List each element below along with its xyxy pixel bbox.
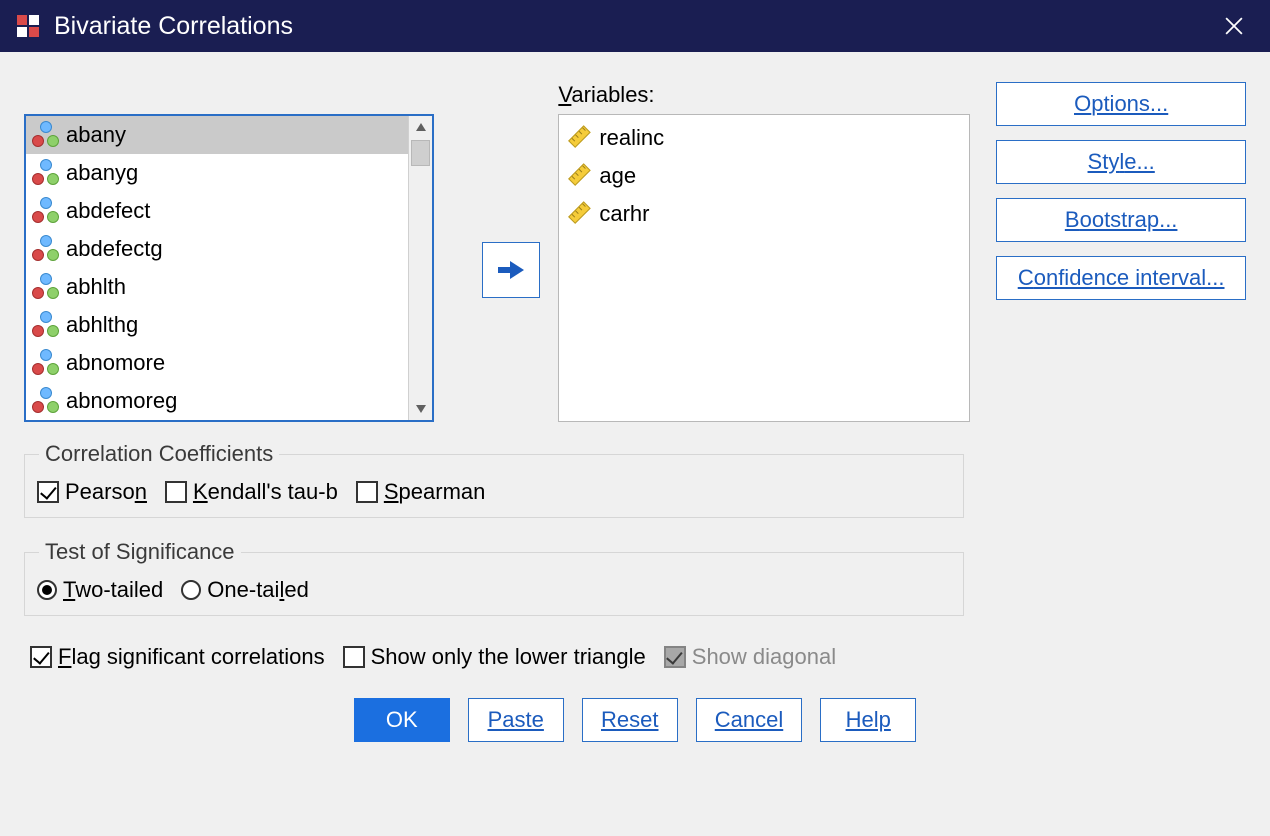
pearson-checkbox[interactable]: Pearson: [37, 479, 147, 505]
dialog-body: abany abanyg abdefect abdefectg abhlth abhlth…: [0, 52, 1270, 836]
target-variable-list[interactable]: realinc age carhr: [558, 114, 970, 422]
list-item-label: carhr: [599, 201, 649, 227]
list-item-label: abnomoreg: [66, 388, 177, 414]
nominal-icon: [32, 273, 60, 301]
checkbox-icon: [343, 646, 365, 668]
checkbox-label: Pearson: [65, 479, 147, 505]
list-item[interactable]: abhlthg: [26, 306, 408, 344]
list-item-label: abnomore: [66, 350, 165, 376]
two-tailed-radio[interactable]: Two-tailed: [37, 577, 163, 603]
list-item[interactable]: abnomoreg: [26, 382, 408, 420]
list-item-label: abanyg: [66, 160, 138, 186]
list-item-label: abhlthg: [66, 312, 138, 338]
checkbox-icon: [30, 646, 52, 668]
checkbox-icon: [37, 481, 59, 503]
options-button[interactable]: Options...: [996, 82, 1246, 126]
checkbox-label: Flag significant correlations: [58, 644, 325, 670]
nominal-icon: [32, 159, 60, 187]
checkbox-label: Kendall's tau-b: [193, 479, 338, 505]
radio-icon: [181, 580, 201, 600]
checkbox-label: Spearman: [384, 479, 486, 505]
kendall-checkbox[interactable]: Kendall's tau-b: [165, 479, 338, 505]
checkbox-icon: [664, 646, 686, 668]
paste-button[interactable]: Paste: [468, 698, 564, 742]
show-lower-triangle-checkbox[interactable]: Show only the lower triangle: [343, 644, 646, 670]
source-variable-list[interactable]: abany abanyg abdefect abdefectg abhlth abhlth…: [24, 114, 434, 422]
scale-icon: [560, 158, 597, 195]
radio-icon: [37, 580, 57, 600]
list-item[interactable]: abnomore: [26, 344, 408, 382]
list-item-label: realinc: [599, 125, 664, 151]
checkbox-icon: [165, 481, 187, 503]
list-item[interactable]: abhlth: [26, 268, 408, 306]
scroll-thumb[interactable]: [411, 140, 430, 166]
confidence-interval-button[interactable]: Confidence interval...: [996, 256, 1246, 300]
checkbox-label: Show diagonal: [692, 644, 836, 670]
list-item[interactable]: abanyg: [26, 154, 408, 192]
list-item[interactable]: abdefectg: [26, 230, 408, 268]
list-item[interactable]: carhr: [559, 195, 969, 233]
scale-icon: [560, 196, 597, 233]
scroll-up-button[interactable]: [409, 116, 432, 138]
list-item[interactable]: age: [559, 157, 969, 195]
spearman-checkbox[interactable]: Spearman: [356, 479, 486, 505]
checkbox-icon: [356, 481, 378, 503]
list-item-label: abany: [66, 122, 126, 148]
nominal-icon: [32, 121, 60, 149]
flag-significant-checkbox[interactable]: Flag significant correlations: [30, 644, 325, 670]
radio-label: One-tailed: [207, 577, 309, 603]
list-item-label: abhlth: [66, 274, 126, 300]
nominal-icon: [32, 387, 60, 415]
test-of-significance-group: Test of Significance Two-tailed One-tail…: [24, 552, 964, 616]
list-item-label: age: [599, 163, 636, 189]
nominal-icon: [32, 197, 60, 225]
title-bar: Bivariate Correlations: [0, 0, 1270, 52]
nominal-icon: [32, 235, 60, 263]
show-diagonal-checkbox: Show diagonal: [664, 644, 836, 670]
variables-label: Variables:: [558, 82, 970, 108]
list-item-label: abdefectg: [66, 236, 163, 262]
scrollbar[interactable]: [408, 116, 432, 420]
group-legend: Correlation Coefficients: [39, 441, 279, 467]
window-title: Bivariate Correlations: [54, 12, 293, 41]
dialog-window: Bivariate Correlations abany abanyg abdefe…: [0, 0, 1270, 836]
group-legend: Test of Significance: [39, 539, 241, 565]
bootstrap-button[interactable]: Bootstrap...: [996, 198, 1246, 242]
correlation-coefficients-group: Correlation Coefficients Pearson Kendall…: [24, 454, 964, 518]
cancel-button[interactable]: Cancel: [696, 698, 802, 742]
checkbox-label: Show only the lower triangle: [371, 644, 646, 670]
radio-label: Two-tailed: [63, 577, 163, 603]
close-button[interactable]: [1214, 6, 1254, 46]
scroll-down-button[interactable]: [409, 398, 432, 420]
style-button[interactable]: Style...: [996, 140, 1246, 184]
nominal-icon: [32, 311, 60, 339]
reset-button[interactable]: Reset: [582, 698, 678, 742]
nominal-icon: [32, 349, 60, 377]
scale-icon: [560, 120, 597, 157]
list-item[interactable]: realinc: [559, 119, 969, 157]
help-button[interactable]: Help: [820, 698, 916, 742]
one-tailed-radio[interactable]: One-tailed: [181, 577, 309, 603]
list-item[interactable]: abdefect: [26, 192, 408, 230]
app-icon: [16, 14, 40, 38]
list-item[interactable]: abany: [26, 116, 408, 154]
list-item-label: abdefect: [66, 198, 150, 224]
move-right-button[interactable]: [482, 242, 540, 298]
ok-button[interactable]: OK: [354, 698, 450, 742]
